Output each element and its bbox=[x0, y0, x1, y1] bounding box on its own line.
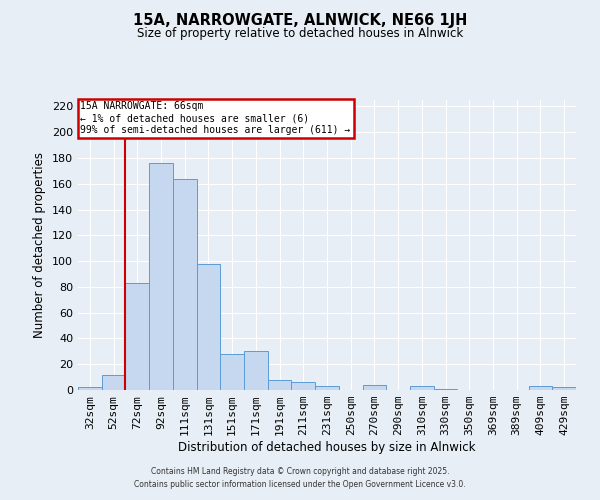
Text: Contains HM Land Registry data © Crown copyright and database right 2025.: Contains HM Land Registry data © Crown c… bbox=[151, 467, 449, 476]
Text: Contains public sector information licensed under the Open Government Licence v3: Contains public sector information licen… bbox=[134, 480, 466, 489]
Bar bbox=[220, 354, 244, 390]
Bar bbox=[362, 385, 386, 390]
Bar bbox=[292, 382, 315, 390]
Bar bbox=[149, 163, 173, 390]
Bar bbox=[410, 386, 434, 390]
Bar bbox=[268, 380, 292, 390]
Bar bbox=[78, 388, 102, 390]
Bar bbox=[244, 352, 268, 390]
Bar bbox=[125, 283, 149, 390]
Bar bbox=[552, 388, 576, 390]
Text: 15A NARROWGATE: 66sqm
← 1% of detached houses are smaller (6)
99% of semi-detach: 15A NARROWGATE: 66sqm ← 1% of detached h… bbox=[80, 102, 351, 134]
Y-axis label: Number of detached properties: Number of detached properties bbox=[34, 152, 46, 338]
Bar bbox=[102, 374, 125, 390]
Bar bbox=[173, 178, 197, 390]
X-axis label: Distribution of detached houses by size in Alnwick: Distribution of detached houses by size … bbox=[178, 441, 476, 454]
Text: 15A, NARROWGATE, ALNWICK, NE66 1JH: 15A, NARROWGATE, ALNWICK, NE66 1JH bbox=[133, 12, 467, 28]
Bar bbox=[315, 386, 339, 390]
Text: Size of property relative to detached houses in Alnwick: Size of property relative to detached ho… bbox=[137, 28, 463, 40]
Bar bbox=[197, 264, 220, 390]
Bar bbox=[434, 388, 457, 390]
Bar bbox=[529, 386, 552, 390]
